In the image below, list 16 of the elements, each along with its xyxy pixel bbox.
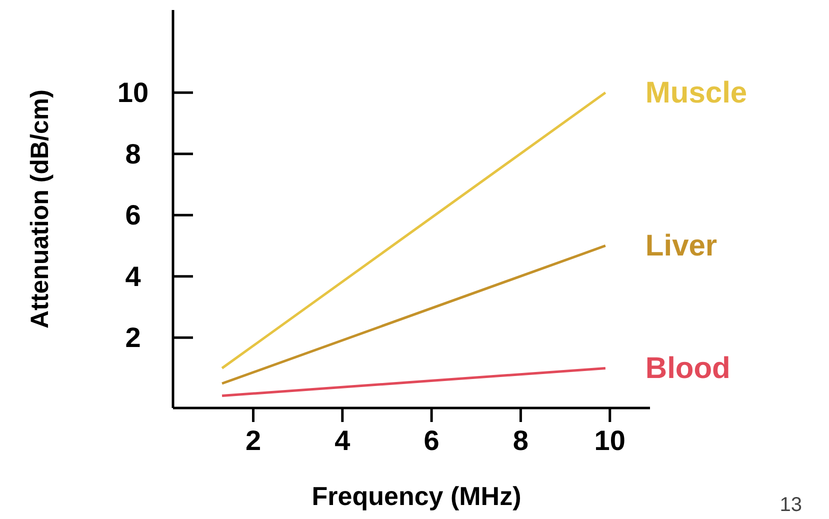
- y-tick-label: 4: [125, 260, 142, 292]
- x-tick-label: 10: [594, 425, 626, 456]
- y-tick-label: 8: [125, 138, 141, 170]
- x-tick-label: 6: [424, 425, 440, 456]
- x-tick-label: 8: [512, 425, 529, 456]
- series-label: Muscle: [645, 76, 748, 110]
- series-label: Liver: [645, 230, 718, 263]
- y-tick-label: 2: [125, 322, 141, 354]
- series-label: Blood: [645, 352, 730, 386]
- x-tick-label: 4: [334, 425, 351, 456]
- text: 13: [780, 494, 802, 516]
- y-tick-label: 10: [117, 77, 149, 108]
- x-tick-label: 2: [245, 425, 262, 456]
- y-axis-title: Attenuation (dB/cm): [26, 90, 54, 328]
- y-tick-label: 6: [125, 200, 141, 231]
- x-axis-title: Frequency (MHz): [312, 481, 522, 511]
